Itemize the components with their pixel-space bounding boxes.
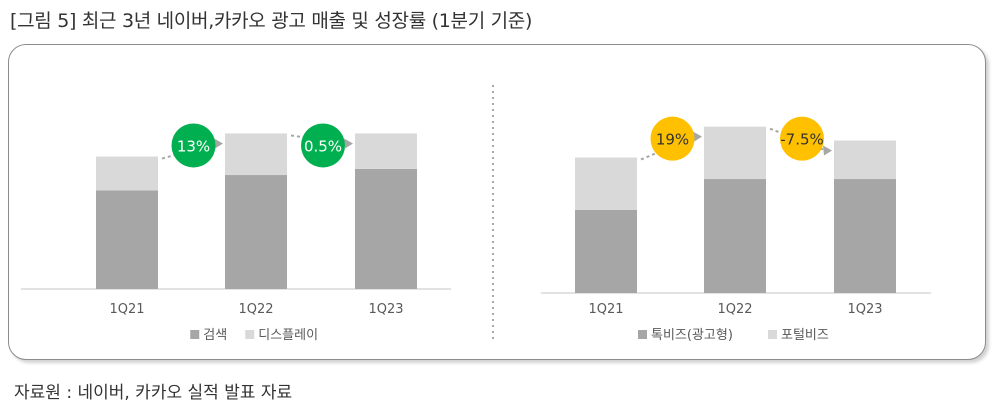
x-tick-label: 1Q21 <box>588 302 623 317</box>
legend-swatch <box>190 330 200 339</box>
bar-primary-1q22 <box>704 179 766 293</box>
legend-swatch <box>768 330 777 339</box>
growth-label: 13% <box>177 137 210 155</box>
bar-secondary-1q23 <box>355 133 417 169</box>
growth-label: 0.5% <box>304 137 342 155</box>
x-tick-label: 1Q22 <box>717 302 752 317</box>
bar-primary-1q21 <box>96 190 158 289</box>
x-tick-label: 1Q21 <box>109 302 144 317</box>
legend-label: 검색 <box>203 328 227 343</box>
bar-primary-1q23 <box>355 168 417 289</box>
growth-arrow-head <box>823 145 832 156</box>
growth-badge <box>780 116 824 161</box>
chart-frame: 1Q21 1Q22 1Q23 13% 0.5% 검색 디스플레이 1Q21 1Q22 1Q23 1… <box>8 44 986 360</box>
chart-panel-naver: 1Q21 1Q22 1Q23 13% 0.5% 검색 디스플레이 <box>21 123 451 343</box>
x-tick-label: 1Q22 <box>238 302 273 317</box>
bar-secondary-1q23 <box>834 140 896 180</box>
bar-secondary-1q22 <box>225 133 287 176</box>
growth-label: 19% <box>656 131 689 149</box>
legend-label: 포털비즈 <box>781 328 829 343</box>
legend-swatch <box>245 330 255 339</box>
bar-primary-1q23 <box>834 179 896 293</box>
growth-badge <box>301 123 345 168</box>
bar-primary-1q21 <box>575 209 637 293</box>
x-tick-label: 1Q23 <box>847 302 882 317</box>
legend-swatch <box>638 330 647 339</box>
source-note: 자료원 : 네이버, 카카오 실적 발표 자료 <box>14 383 293 403</box>
bar-secondary-1q22 <box>704 126 766 180</box>
legend-label: 디스플레이 <box>258 328 318 343</box>
chart-panel-kakao: 1Q21 1Q22 1Q23 19% -7.5% 톡비즈(광고형) 포털비즈 <box>541 116 931 343</box>
growth-label: -7.5% <box>780 131 824 149</box>
growth-arrow-head <box>693 131 702 142</box>
x-tick-label: 1Q23 <box>368 302 403 317</box>
growth-badge <box>650 116 695 161</box>
growth-arrow-head <box>214 138 223 149</box>
bar-secondary-1q21 <box>96 156 158 191</box>
bar-secondary-1q21 <box>575 157 637 210</box>
figure-title: [그림 5] 최근 3년 네이버,카카오 광고 매출 및 성장률 (1분기 기준… <box>10 10 533 32</box>
growth-badge <box>171 123 216 168</box>
bar-primary-1q22 <box>225 175 287 289</box>
growth-arrow-head <box>344 138 353 149</box>
legend-label: 톡비즈(광고형) <box>651 328 733 343</box>
